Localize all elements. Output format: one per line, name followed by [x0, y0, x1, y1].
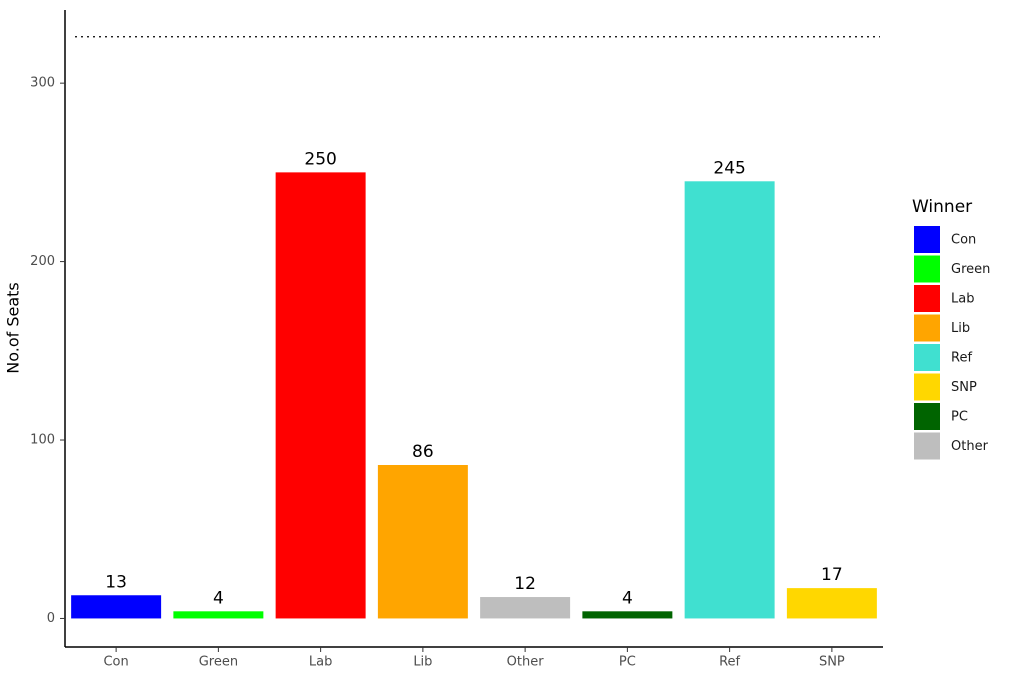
legend-swatch — [914, 285, 940, 312]
legend-swatch — [914, 432, 940, 460]
legend-label: SNP — [951, 380, 977, 395]
bar — [377, 465, 468, 619]
value-label: 245 — [713, 158, 745, 178]
x-tick-label: Lib — [413, 655, 432, 670]
bar — [582, 611, 673, 619]
value-label: 250 — [304, 149, 336, 169]
x-tick-label: Lab — [309, 655, 332, 670]
legend-swatch — [914, 255, 940, 283]
y-tick-label: 300 — [30, 76, 55, 91]
legend-swatch — [914, 403, 940, 430]
value-label: 4 — [213, 588, 224, 608]
bar — [480, 597, 571, 619]
x-tick-label: Green — [199, 655, 238, 670]
x-tick-label: PC — [619, 655, 636, 670]
y-tick-label: 0 — [47, 611, 55, 626]
bar — [684, 181, 775, 619]
legend-swatch — [914, 373, 940, 401]
legend-swatch — [914, 344, 940, 371]
y-tick-label: 200 — [30, 254, 55, 269]
value-label: 12 — [514, 574, 536, 594]
legend-swatch — [914, 226, 940, 253]
legend-label: Con — [951, 233, 976, 248]
bar — [71, 595, 162, 619]
x-tick-label: SNP — [819, 655, 845, 670]
legend-title: Winner — [912, 197, 972, 217]
x-tick-label: Other — [507, 655, 545, 670]
value-label: 17 — [821, 565, 843, 585]
legend-label: Lib — [951, 321, 970, 336]
legend-swatch — [914, 314, 940, 342]
bar — [173, 611, 264, 619]
value-label: 86 — [412, 442, 434, 462]
x-tick-label: Con — [103, 655, 128, 670]
bar — [786, 588, 877, 619]
value-label: 13 — [105, 572, 127, 592]
legend-label: PC — [951, 410, 968, 425]
legend-label: Green — [951, 262, 990, 277]
bar — [275, 172, 366, 619]
legend-label: Ref — [951, 351, 972, 366]
legend-label: Lab — [951, 292, 974, 307]
x-tick-label: Ref — [719, 655, 740, 670]
value-label: 4 — [622, 588, 633, 608]
y-axis-label: No.of Seats — [4, 282, 23, 373]
legend-label: Other — [951, 439, 989, 454]
y-tick-label: 100 — [30, 433, 55, 448]
